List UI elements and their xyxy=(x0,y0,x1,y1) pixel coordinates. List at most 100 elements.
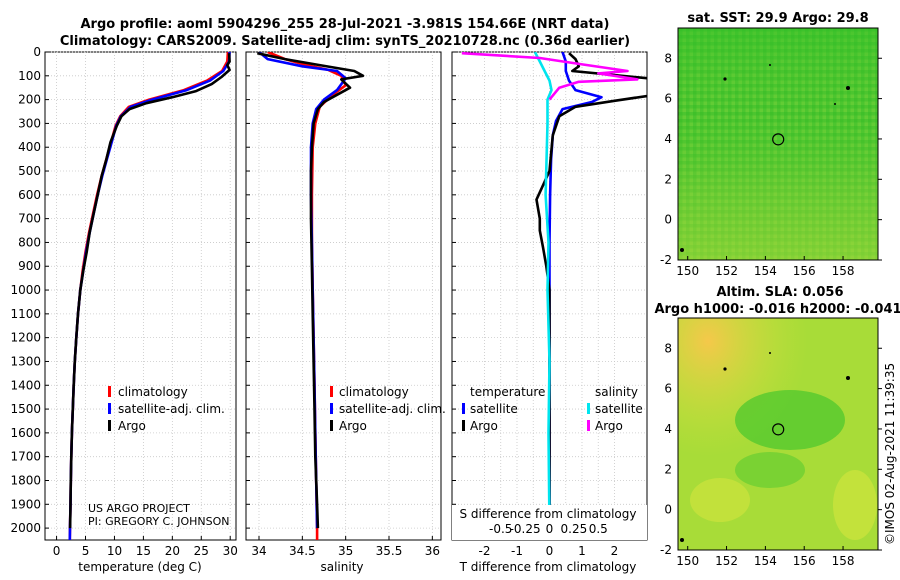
x-tick-label: 1 xyxy=(578,544,586,558)
difference-panel: -2 -1 0 1 2 T difference from climatology S … xyxy=(451,51,648,574)
map-y-tick-label: 2 xyxy=(664,172,672,186)
legend-swatch-climatology xyxy=(330,386,333,397)
map-x-tick-label: 154 xyxy=(754,554,777,568)
sst-field-shading xyxy=(678,28,878,260)
sla-low-region xyxy=(735,390,845,450)
x-tick-label: -1 xyxy=(511,544,523,558)
y-tick-label: 700 xyxy=(18,212,41,226)
s-axis-background xyxy=(452,505,647,540)
island-marker xyxy=(723,367,727,371)
map-x-tick-label: 152 xyxy=(715,554,738,568)
map-y-tick-label: -2 xyxy=(660,543,672,557)
y-tick-label: 600 xyxy=(18,188,41,202)
legend-argo: Argo xyxy=(339,419,367,433)
legend-climatology: climatology xyxy=(118,385,188,399)
legend-group-salinity: salinity xyxy=(595,385,638,399)
y-tick-label: 1400 xyxy=(10,378,41,392)
legend-swatch-temp-satellite xyxy=(462,403,465,414)
sla-map-title-1: Altim. SLA: 0.056 xyxy=(717,285,844,300)
map-y-tick-label: 2 xyxy=(664,462,672,476)
timestamp: ©IMOS 02-Aug-2021 11:39:35 xyxy=(883,363,897,545)
salinity-legend: climatology satellite-adj. clim. Argo xyxy=(330,385,446,433)
x-tick-label: 2 xyxy=(611,544,619,558)
y-tick-label: 400 xyxy=(18,140,41,154)
x-tick-label: 35.5 xyxy=(376,544,403,558)
legend-satellite-adj: satellite-adj. clim. xyxy=(118,402,225,416)
temperature-xlabel: temperature (deg C) xyxy=(78,560,201,574)
island-markers xyxy=(680,64,850,252)
legend-swatch-argo xyxy=(108,420,111,431)
map-x-tick-label: 158 xyxy=(832,554,855,568)
sst-map-frame xyxy=(677,27,879,261)
island-marker xyxy=(723,77,727,81)
x-tick-label: 10 xyxy=(107,544,122,558)
difference-xlabel: T difference from climatology xyxy=(459,560,637,574)
x2-tick-label: 0.5 xyxy=(589,522,608,536)
legend-swatch-satellite-adj xyxy=(108,403,111,414)
sla-high-region xyxy=(690,478,750,522)
sla-high-region xyxy=(833,470,877,540)
series-line-salinity-argo xyxy=(461,52,639,101)
sla-map-frame xyxy=(677,317,879,551)
sla-map-title-2: Argo h1000: -0.016 h2000: -0.041 xyxy=(654,302,900,317)
legend-group-temperature: temperature xyxy=(470,385,545,399)
island-marker xyxy=(834,103,836,105)
legend-swatch-argo xyxy=(330,420,333,431)
legend-temp-satellite: satellite xyxy=(470,402,518,416)
map-x-tick-label: 156 xyxy=(793,264,816,278)
y-tick-label: 1100 xyxy=(10,307,41,321)
y-tick-label: 300 xyxy=(18,116,41,130)
legend-satellite-adj: satellite-adj. clim. xyxy=(339,402,446,416)
x-tick-label: 25 xyxy=(194,544,209,558)
x-tick-label: -2 xyxy=(479,544,491,558)
x-tick-label: 30 xyxy=(223,544,238,558)
legend-sal-satellite: satellite xyxy=(595,402,643,416)
x-tick-label: 35 xyxy=(338,544,353,558)
map-y-tick-label: 6 xyxy=(664,92,672,106)
map-x-tick-label: 150 xyxy=(676,554,699,568)
map-y-tick-label: 0 xyxy=(664,213,672,227)
salinity-panel: 34 34.5 35 35.5 36 salinity climatology sate… xyxy=(245,51,446,574)
y-tick-label: 1000 xyxy=(10,283,41,297)
sla-low-region xyxy=(735,452,805,488)
legend-swatch-satellite-adj xyxy=(330,403,333,414)
map-y-tick-label: 6 xyxy=(664,382,672,396)
x-tick-label: 34 xyxy=(251,544,266,558)
temperature-axes-box xyxy=(44,51,237,541)
y-tick-label: 200 xyxy=(18,93,41,107)
island-markers xyxy=(680,352,850,542)
title-line-2: Climatology: CARS2009. Satellite-adj cli… xyxy=(60,34,630,49)
map-y-tick-label: -2 xyxy=(660,253,672,267)
island-marker xyxy=(680,248,684,252)
legend-temp-argo: Argo xyxy=(470,419,498,433)
x-tick-label: 0 xyxy=(546,544,554,558)
y-tick-label: 900 xyxy=(18,259,41,273)
x-tick-label: 5 xyxy=(82,544,90,558)
map-y-tick-label: 0 xyxy=(664,503,672,517)
y-tick-label: 1600 xyxy=(10,426,41,440)
y-tick-label: 500 xyxy=(18,164,41,178)
map-x-tick-label: 150 xyxy=(676,264,699,278)
x2-tick-label: 0.25 xyxy=(561,522,588,536)
series-line-argo xyxy=(68,53,231,529)
salinity-xlabel: salinity xyxy=(320,560,363,574)
map-y-tick-label: 8 xyxy=(664,51,672,65)
map-x-tick-label: 156 xyxy=(793,554,816,568)
legend-swatch-climatology xyxy=(108,386,111,397)
x-tick-label: 36 xyxy=(425,544,440,558)
sst-map-title: sat. SST: 29.9 Argo: 29.8 xyxy=(687,11,868,26)
map-y-tick-label: 4 xyxy=(664,132,672,146)
y-tick-label: 800 xyxy=(18,235,41,249)
y-tick-label: 1800 xyxy=(10,473,41,487)
sst-map: sat. SST: 29.9 Argo: 29.8 150 152 154 156 15… xyxy=(660,11,882,278)
y-tick-label: 1200 xyxy=(10,331,41,345)
temperature-legend: climatology satellite-adj. clim. Argo xyxy=(108,385,225,433)
legend-swatch-sal-satellite xyxy=(587,403,590,414)
y-tick-label: 1300 xyxy=(10,354,41,368)
legend-climatology: climatology xyxy=(339,385,409,399)
island-marker xyxy=(769,64,771,66)
salinity-axes-box xyxy=(245,51,442,541)
series-line-salinity-satellite xyxy=(533,52,553,529)
y-tick-label: 100 xyxy=(18,69,41,83)
